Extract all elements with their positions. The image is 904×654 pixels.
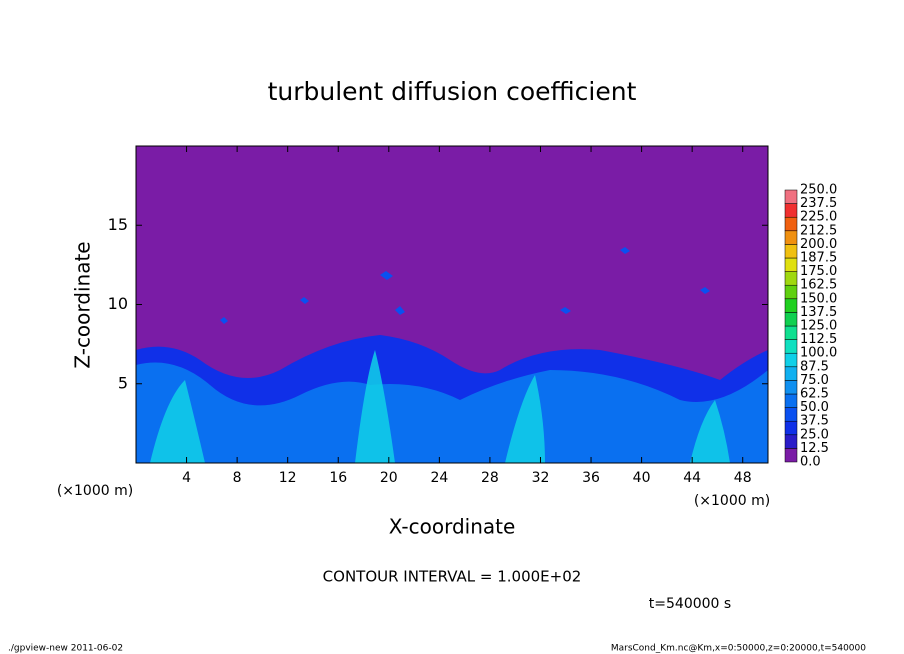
colorbar-label: 75.0 — [800, 373, 829, 388]
colorbar-label: 200.0 — [800, 237, 837, 252]
y-tick-label: 15 — [108, 215, 128, 234]
colorbar-label: 100.0 — [800, 346, 837, 361]
x-tick-label: 28 — [481, 470, 499, 486]
colorbar-label: 225.0 — [800, 210, 837, 225]
x-tick-label: 24 — [430, 470, 448, 486]
colorbar-swatch — [784, 284, 798, 300]
x-axis-label: X-coordinate — [389, 515, 516, 539]
colorbar-label: 87.5 — [800, 359, 829, 374]
colorbar-label: 50.0 — [800, 400, 829, 415]
colorbar-swatch — [784, 257, 798, 272]
y-tick-label: 10 — [108, 294, 128, 313]
colorbar-label: 112.5 — [800, 332, 837, 347]
field — [135, 145, 769, 464]
colorbar-label: 62.5 — [800, 387, 829, 402]
colorbar-swatch — [784, 339, 798, 354]
colorbar-label: 150.0 — [800, 291, 837, 306]
colorbar-swatch — [784, 448, 798, 463]
x-tick-label: 12 — [279, 470, 297, 486]
colorbar-swatch — [784, 298, 798, 313]
colorbar-swatch — [784, 380, 798, 395]
x-tick-label: 32 — [532, 470, 550, 486]
x-tick-label: 8 — [233, 470, 242, 486]
colorbar-swatch — [784, 216, 798, 232]
colorbar-swatch — [784, 325, 798, 340]
footer-left: ./gpview-new 2011-06-02 — [8, 644, 123, 654]
colorbar-label: 37.5 — [800, 414, 829, 429]
colorbar-label: 12.5 — [800, 441, 829, 456]
colorbar-swatch — [784, 407, 798, 422]
colorbar-label: 162.5 — [800, 278, 837, 293]
x-tick-label: 36 — [582, 470, 600, 486]
colorbar-label: 137.5 — [800, 305, 837, 320]
colorbar-label: 0.0 — [800, 455, 821, 470]
colorbar-swatch — [784, 230, 798, 245]
colorbar-label: 187.5 — [800, 251, 837, 266]
x-tick-label: 20 — [380, 470, 398, 486]
colorbar-label: 212.5 — [800, 223, 837, 238]
colorbar-label: 237.5 — [800, 196, 837, 211]
colorbar-label: 125.0 — [800, 319, 837, 334]
y-tick-label: 5 — [118, 373, 128, 392]
x-unit-label: (×1000 m) — [57, 483, 133, 499]
x-tick-label: 16 — [329, 470, 347, 486]
colorbar-swatch — [784, 312, 798, 327]
x-tick-label: 48 — [734, 470, 752, 486]
colorbar-swatch — [784, 420, 798, 436]
x-unit-label: (×1000 m) — [694, 493, 770, 509]
chart-title: turbulent diffusion coefficient — [268, 77, 637, 106]
colorbar-swatch — [784, 393, 798, 408]
colorbar-label: 175.0 — [800, 264, 837, 279]
colorbar-swatch — [784, 352, 798, 368]
colorbar-swatch — [784, 434, 798, 449]
x-tick-label: 40 — [633, 470, 651, 486]
colorbar-label: 25.0 — [800, 427, 829, 442]
y-axis-label: Z-coordinate — [71, 241, 95, 368]
field-region — [136, 362, 768, 463]
x-tick-label: 44 — [683, 470, 701, 486]
colorbar-swatch — [784, 244, 798, 259]
colorbar-swatch — [784, 271, 798, 286]
time-label: t=540000 s — [649, 596, 731, 612]
colorbar-label: 250.0 — [800, 183, 837, 198]
footer-right: MarsCond_Km.nc@Km,x=0:50000,z=0:20000,t=… — [611, 644, 866, 654]
colorbar-swatch — [784, 366, 798, 381]
x-tick-label: 4 — [182, 470, 191, 486]
colorbar-swatch — [784, 189, 798, 204]
colorbar-swatch — [784, 203, 798, 218]
contour-interval: CONTOUR INTERVAL = 1.000E+02 — [323, 568, 582, 586]
